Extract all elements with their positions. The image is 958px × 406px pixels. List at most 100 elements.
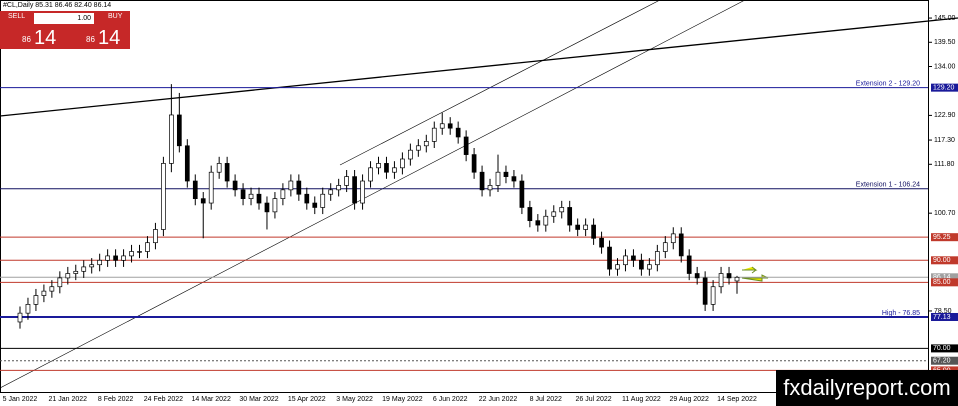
y-tick-label: 100.70 [934, 210, 956, 217]
level-text: High - 76.85 [882, 310, 920, 317]
candle-body [567, 207, 573, 226]
candle-body [615, 264, 620, 270]
candle-body [25, 304, 31, 314]
candle-body [376, 163, 381, 169]
candle-body [312, 202, 318, 208]
candle-body [145, 242, 150, 252]
y-tick-label: 78.50 [934, 308, 952, 315]
trade-panel: SELL 1.00 BUY 86 14 86 14 [0, 11, 130, 49]
level-label: 70.00 [933, 345, 951, 352]
candle-body [726, 273, 732, 279]
candle-body [734, 276, 740, 282]
level-label: 67.20 [933, 358, 951, 365]
sell-price: 86 [22, 35, 31, 44]
level-box [931, 273, 958, 282]
candle-body [113, 255, 118, 261]
level-label: 129.20 [933, 84, 955, 91]
x-tick-label: 30 Mar 2022 [239, 396, 278, 403]
x-tick-label: 19 May 2022 [382, 396, 423, 403]
level-box [931, 312, 958, 321]
channel-line [339, 0, 661, 166]
level-label: 77.13 [933, 314, 951, 321]
buy-button[interactable]: BUY [108, 13, 123, 20]
lot-input[interactable]: 1.00 [34, 13, 94, 24]
candle-body [575, 224, 581, 230]
candle-body [216, 163, 222, 173]
level-label: 85.00 [933, 279, 951, 286]
candle-body [161, 163, 166, 230]
candle-body [208, 171, 214, 204]
candle-body [153, 229, 158, 244]
candle-body [192, 180, 198, 199]
candle-body [678, 233, 684, 257]
channel-line [0, 0, 746, 389]
candle-body [639, 259, 644, 270]
candle-body [296, 180, 302, 195]
candle-body [702, 277, 708, 305]
candle-body [57, 277, 63, 288]
candle-body [352, 176, 357, 204]
level-box [931, 344, 958, 353]
candle-body [479, 171, 485, 191]
candle-body [527, 207, 533, 222]
watermark: fxdailyreport.com [776, 370, 958, 406]
candle-body [49, 286, 55, 292]
candle-body [423, 141, 429, 147]
x-tick-label: 14 Mar 2022 [192, 396, 231, 403]
candle-body [248, 193, 254, 199]
header: #CL,Daily 85.31 86.46 82.40 86.14 [3, 2, 111, 9]
x-tick-label: 8 Jul 2022 [530, 396, 562, 403]
candle-body [447, 123, 453, 129]
x-tick-label: 29 Aug 2022 [670, 396, 709, 403]
trend-line [0, 17, 958, 117]
candle-body [320, 193, 326, 208]
candle-body [97, 259, 103, 266]
candle-body [176, 114, 182, 147]
candle-body [41, 290, 47, 296]
candle-body [654, 251, 660, 266]
candle-body [503, 171, 509, 177]
candle-body [439, 123, 445, 129]
candle-body [623, 255, 628, 266]
x-tick-label: 14 Sep 2022 [717, 396, 757, 403]
candle-body [487, 185, 493, 191]
candle-body [647, 264, 652, 270]
sell-button[interactable]: SELL [8, 13, 26, 20]
candle-body [415, 145, 421, 151]
candle-body [631, 255, 636, 261]
candle-body [73, 270, 79, 274]
level-text: Extension 1 - 106.24 [856, 182, 920, 189]
candle-body [384, 163, 389, 173]
candle-body [519, 180, 525, 208]
candle-body [583, 224, 588, 230]
candle-body [240, 189, 246, 199]
candle-body [129, 251, 134, 257]
candle-body [431, 127, 437, 142]
candle-body [224, 163, 230, 182]
candle-body [686, 255, 692, 274]
y-tick-label: 145.00 [934, 15, 956, 22]
y-tick-label: 117.30 [934, 137, 955, 144]
level-box [931, 356, 958, 365]
candle-body [543, 215, 549, 226]
y-tick-label: 134.00 [934, 63, 956, 70]
level-box [931, 278, 958, 287]
x-tick-label: 5 Jan 2022 [3, 396, 38, 403]
candle-body [400, 158, 405, 169]
candle-body [184, 145, 190, 182]
candle-body [607, 246, 612, 270]
candle-body [17, 312, 23, 323]
candle-body [304, 193, 310, 204]
y-tick-label: 122.90 [934, 112, 956, 119]
candle-body [272, 198, 278, 213]
y-tick-label: 139.50 [934, 39, 956, 46]
candle-body [455, 127, 461, 138]
x-tick-label: 8 Feb 2022 [98, 396, 134, 403]
level-label: 86.14 [933, 274, 951, 281]
level-text: Extension 2 - 129.20 [856, 80, 920, 87]
level-label: 95.25 [933, 234, 951, 241]
candle-body [471, 154, 477, 173]
x-tick-label: 3 May 2022 [336, 396, 373, 403]
candle-body [105, 255, 110, 261]
